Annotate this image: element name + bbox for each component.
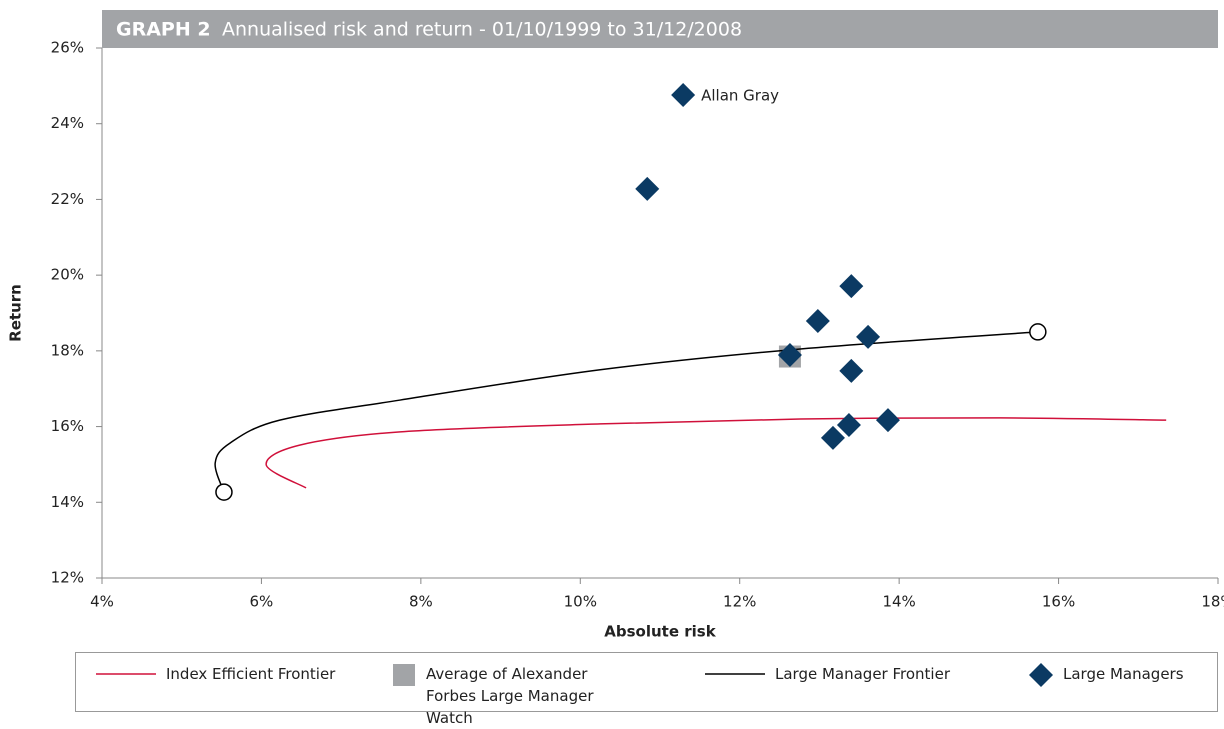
legend-item: Average of Alexander Forbes Large Manage… bbox=[392, 663, 626, 729]
title-label: GRAPH 2 bbox=[116, 19, 211, 41]
legend-label: Large Managers bbox=[1063, 665, 1184, 683]
manager-marker bbox=[820, 425, 845, 450]
chart-title: Annualised risk and return - 01/10/1999 … bbox=[222, 19, 742, 41]
legend-swatch bbox=[393, 664, 415, 686]
legend-item: Large Manager Frontier bbox=[705, 663, 995, 687]
legend-label: Index Efficient Frontier bbox=[166, 665, 336, 683]
manager-marker bbox=[671, 82, 696, 107]
y-tick-label: 16% bbox=[51, 417, 84, 435]
x-tick-label: 14% bbox=[882, 593, 915, 611]
legend: Index Efficient Frontier Average of Alexa… bbox=[75, 652, 1218, 727]
manager-marker bbox=[875, 408, 900, 433]
manager-marker bbox=[635, 176, 660, 201]
y-tick-label: 18% bbox=[51, 341, 84, 359]
x-axis-label: Absolute risk bbox=[604, 623, 716, 641]
legend-swatch bbox=[1029, 663, 1053, 687]
legend-label: Large Manager Frontier bbox=[775, 665, 950, 683]
y-tick-label: 26% bbox=[51, 39, 84, 57]
manager-marker bbox=[805, 308, 830, 333]
legend-swatch bbox=[705, 673, 765, 675]
manager-marker bbox=[839, 274, 864, 299]
legend-item: Large Managers bbox=[1029, 663, 1224, 687]
x-tick-label: 6% bbox=[250, 593, 274, 611]
manager-marker bbox=[836, 413, 861, 438]
title-bar bbox=[102, 10, 1218, 48]
frontier-line bbox=[265, 417, 1167, 489]
page: {"chart_data": { "type": "scatter", "tit… bbox=[6, 10, 1224, 727]
manager-marker bbox=[856, 324, 881, 349]
annotation: Allan Gray bbox=[701, 86, 779, 104]
x-tick-label: 10% bbox=[564, 593, 597, 611]
y-tick-label: 22% bbox=[51, 190, 84, 208]
manager-marker bbox=[777, 343, 802, 368]
y-tick-label: 12% bbox=[51, 569, 84, 587]
frontier-end bbox=[215, 483, 233, 501]
legend-item: Index Efficient Frontier bbox=[96, 663, 416, 687]
chart: GRAPH 2 Annualised risk and return - 01/… bbox=[7, 10, 1224, 641]
x-tick-label: 18% bbox=[1201, 593, 1224, 611]
x-tick-label: 4% bbox=[90, 593, 114, 611]
x-tick-label: 16% bbox=[1042, 593, 1075, 611]
frontier-end bbox=[1029, 323, 1047, 341]
x-tick-label: 8% bbox=[409, 593, 433, 611]
legend-swatch bbox=[96, 673, 156, 675]
legend-label: Average of Alexander Forbes Large Manage… bbox=[426, 665, 594, 727]
x-tick-label: 12% bbox=[723, 593, 756, 611]
y-tick-label: 24% bbox=[51, 114, 84, 132]
y-axis-label: Return bbox=[7, 284, 25, 342]
manager-marker bbox=[839, 358, 864, 383]
y-tick-label: 14% bbox=[51, 493, 84, 511]
frontier-line bbox=[214, 331, 1038, 493]
y-tick-label: 20% bbox=[51, 266, 84, 284]
